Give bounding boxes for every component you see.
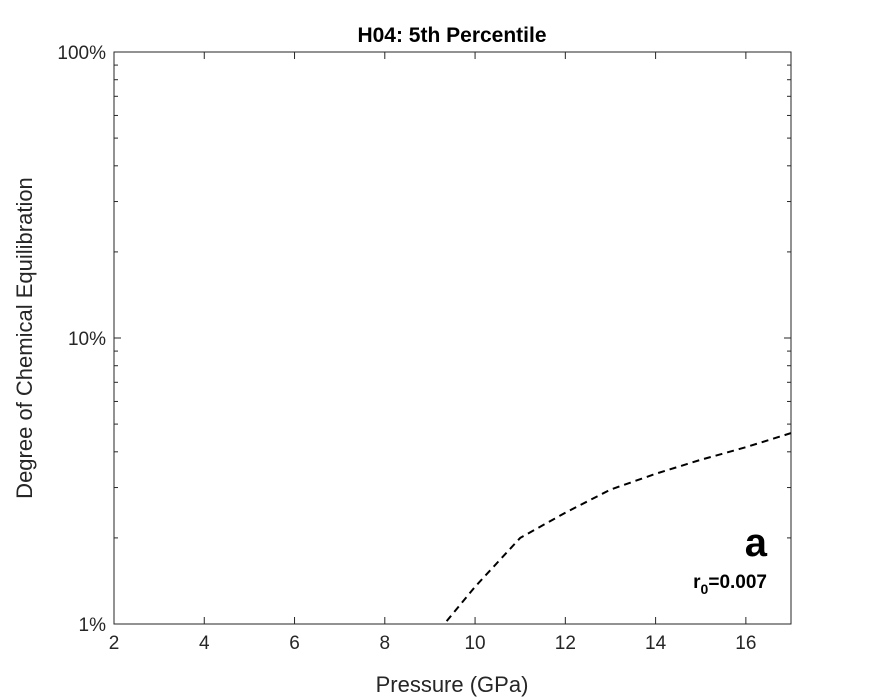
tick-labels: 2 4 6 8 10 12 14 16 1% 10% 100% [57, 43, 756, 654]
y-axis-label: Degree of Chemical Equilibration [12, 177, 37, 499]
y-tick-label: 10% [68, 329, 106, 350]
r0-subscript: 0 [701, 581, 709, 597]
plot-area [113, 51, 792, 625]
r0-annotation: r0=0.007 [693, 572, 767, 597]
x-tick-label: 6 [289, 633, 300, 654]
x-tick-label: 10 [464, 633, 485, 654]
x-tick-label: 4 [199, 633, 210, 654]
chart-title: H04: 5th Percentile [357, 24, 546, 47]
x-tick-label: 8 [380, 633, 391, 654]
series-line [442, 432, 791, 624]
x-tick-label: 12 [555, 633, 576, 654]
y-tick-label: 1% [79, 615, 107, 636]
series-group [442, 432, 791, 624]
r0-value: =0.007 [708, 572, 767, 593]
x-tick-label: 16 [735, 633, 756, 654]
panel-letter: a [745, 521, 768, 565]
x-tick-label: 2 [109, 633, 120, 654]
axis-ticks [113, 51, 791, 625]
r0-symbol: r [693, 572, 701, 593]
x-tick-label: 14 [645, 633, 667, 654]
y-tick-label: 100% [57, 43, 106, 64]
x-axis-label: Pressure (GPa) [376, 672, 529, 697]
